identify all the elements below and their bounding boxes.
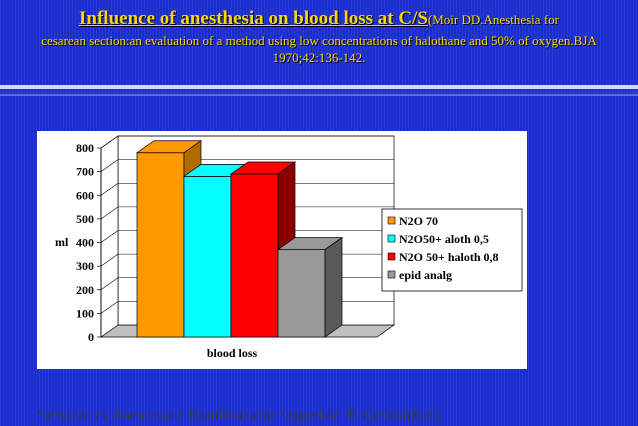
y-tick-label: 600 xyxy=(76,188,94,202)
divider-line xyxy=(0,91,638,93)
divider-line xyxy=(0,94,638,96)
bar xyxy=(230,173,279,338)
legend-label: N2O 70 xyxy=(399,214,438,228)
gridline xyxy=(100,230,394,243)
bar xyxy=(183,175,232,338)
bar xyxy=(136,152,185,338)
y-tick-label: 0 xyxy=(88,330,94,344)
y-axis-label: ml xyxy=(55,235,69,249)
chart-panel: 0 100 200 300 400 500 600 700 800 ml blood loss N2O… xyxy=(37,131,527,369)
x-category-label: blood loss xyxy=(207,346,258,360)
legend-swatch xyxy=(387,270,396,279)
divider-line xyxy=(0,85,638,89)
gridline xyxy=(100,159,394,172)
y-tick-label: 700 xyxy=(76,165,94,179)
gridline xyxy=(100,182,394,196)
legend-swatch xyxy=(387,252,396,261)
bar xyxy=(277,249,326,338)
legend-swatch xyxy=(387,216,396,225)
y-tick-label: 400 xyxy=(76,236,94,250)
slide-title: Influence of anesthesia on blood loss at… xyxy=(6,8,632,66)
bar-side xyxy=(324,236,343,338)
y-tick-label: 300 xyxy=(76,259,94,273)
bar-chart: 0 100 200 300 400 500 600 700 800 ml blood loss N2O… xyxy=(55,135,523,360)
legend-box xyxy=(381,208,523,292)
legend-label: epid analg xyxy=(399,268,452,282)
gridline xyxy=(100,206,394,220)
title-reference-continued: cesarean section:an evaluation of a meth… xyxy=(41,33,597,65)
legend-label: N2O50+ aloth 0,5 xyxy=(399,232,489,246)
footer-text: Servizio di Anestesia e Rianimazione Osp… xyxy=(38,407,440,424)
y-tick-label: 500 xyxy=(76,212,94,226)
y-tick-label: 100 xyxy=(76,306,94,320)
gridline xyxy=(100,135,394,149)
y-tick-label: 800 xyxy=(76,141,94,155)
title-main: Influence of anesthesia on blood loss at… xyxy=(79,8,428,29)
y-tick-label: 200 xyxy=(76,283,94,297)
legend-swatch xyxy=(387,234,396,243)
legend-label: N2O 50+ haloth 0,8 xyxy=(399,250,499,264)
title-reference: (Moir DD.Anesthesia for xyxy=(427,12,559,27)
